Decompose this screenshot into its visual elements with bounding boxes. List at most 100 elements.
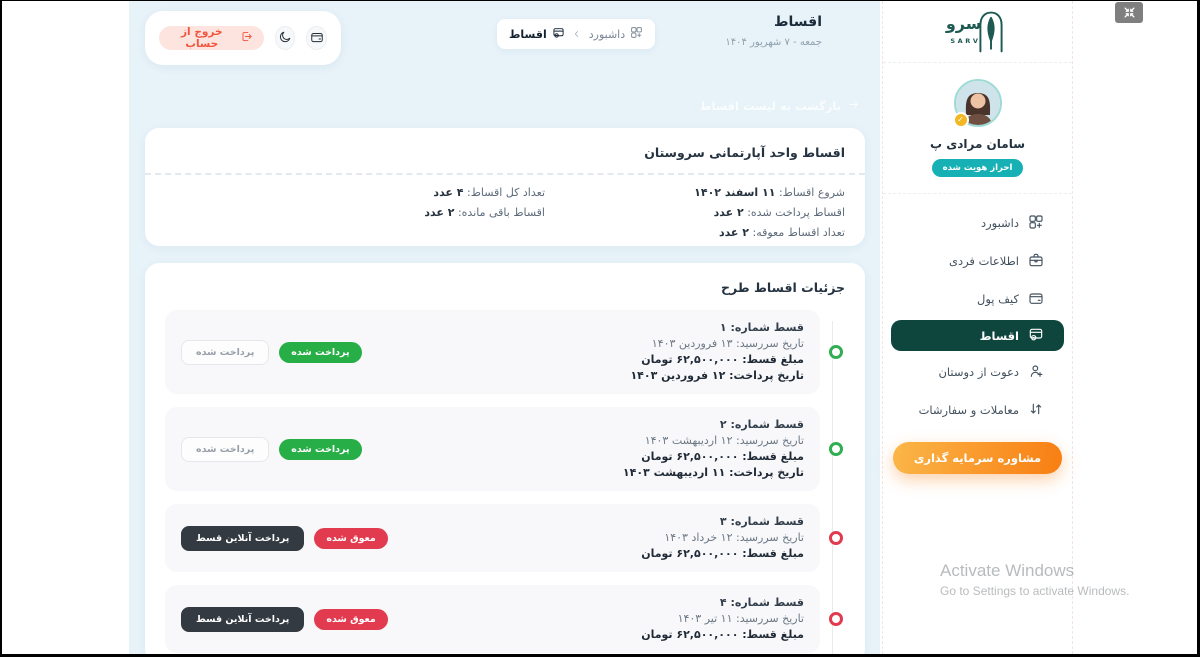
installment-number: قسط شماره: ۲ [719,418,804,431]
user-name: سامان مرادی پ [929,137,1026,151]
installments-list: قسط شماره: ۱ تاریخ سررسید: ۱۳ فروردین ۱۴… [145,308,865,653]
back-to-list-label: بازگشت به لیست اقساط [699,99,841,113]
sidebar-item-installments[interactable]: اقساط [891,320,1064,351]
sidebar-item-invite-friends[interactable]: دعوت از دوستان [883,355,1072,389]
page-title: اقساط [773,14,822,30]
installment-info: قسط شماره: ۴ تاریخ سررسید: ۱۱ تیر ۱۴۰۳ م… [641,595,804,643]
back-to-list-link[interactable]: بازگشت به لیست اقساط [700,98,860,114]
breadcrumb-dashboard[interactable]: داشبورد [589,26,643,42]
installment-amount: مبلغ قسط: ۶۲,۵۰۰,۰۰۰ تومان [641,547,804,560]
pay-online-button[interactable]: پرداخت آنلاین قسط [181,525,305,551]
wallet-icon [1028,290,1044,309]
installment-number: قسط شماره: ۴ [719,596,804,609]
dashboard-icon [1028,214,1044,233]
installments-icon [1028,326,1044,345]
installment-due-date: تاریخ سررسید: ۱۳ فروردین ۱۴۰۳ [651,337,804,350]
sidebar-item-transactions[interactable]: معاملات و سفارشات [883,393,1072,427]
installment-number: قسط شماره: ۱ [719,321,804,334]
installment-row: قسط شماره: ۲ تاریخ سررسید: ۱۲ اردیبهشت ۱… [165,407,843,491]
wallet-icon [310,30,324,47]
installment-actions: پرداخت شده پرداخت شده [181,339,362,365]
paid-button[interactable]: پرداخت شده [181,339,270,365]
installment-info: قسط شماره: ۳ تاریخ سررسید: ۱۲ خرداد ۱۴۰۳… [641,514,804,562]
installment-info: قسط شماره: ۲ تاریخ سررسید: ۱۲ اردیبهشت ۱… [623,417,804,481]
sidebar: سرو SARV ✓ سامان مرادی پ احراز هویت شده [882,1,1073,654]
installment-row: قسط شماره: ۴ تاریخ سررسید: ۱۱ تیر ۱۴۰۳ م… [165,585,843,653]
timeline-line [832,321,833,654]
summary-row: تعداد کل اقساط: ۴ عدد [433,186,545,199]
installment-actions: معوق شده پرداخت آنلاین قسط [181,525,388,551]
user-plus-icon [1028,363,1044,382]
collapse-arrows-icon[interactable] [1115,2,1143,23]
installments-icon [552,26,565,42]
status-badge: پرداخت شده [279,341,362,363]
timeline-marker-overdue [829,612,843,626]
identity-verified-badge: احراز هویت شده [931,159,1024,177]
summary-grid: شروع اقساط: ۱۱ اسفند ۱۴۰۲ اقساط پرداخت ش… [145,175,865,246]
briefcase-icon [1028,252,1044,271]
installment-due-date: تاریخ سررسید: ۱۲ اردیبهشت ۱۴۰۳ [644,434,804,447]
user-profile-section: ✓ سامان مرادی پ احراز هویت شده [883,63,1072,194]
wallet-shortcut-button[interactable] [306,26,327,50]
status-badge: معوق شده [314,608,388,630]
installments-details-card: جزئیات اقساط طرح قسط شماره: ۱ تاریخ سررس… [145,263,865,654]
logo-section: سرو SARV [883,1,1072,63]
page-header: اقساط جمعه - ۷ شهریور ۱۴۰۴ [725,14,822,48]
verified-check-icon: ✓ [952,112,969,128]
logout-icon [240,30,253,46]
sidebar-item-personal-info[interactable]: اطلاعات فردی [883,244,1072,278]
sidebar-item-label: کیف پول [976,292,1019,306]
installment-due-date: تاریخ سررسید: ۱۱ تیر ۱۴۰۳ [677,612,804,625]
paid-button[interactable]: پرداخت شده [181,436,270,462]
pay-online-button[interactable]: پرداخت آنلاین قسط [181,606,305,632]
installment-amount: مبلغ قسط: ۶۲,۵۰۰,۰۰۰ تومان [641,628,804,641]
summary-row: اقساط باقی مانده: ۲ عدد [424,206,545,219]
logo-text-en: SARV [950,36,981,45]
breadcrumb-current-label: اقساط [509,27,547,41]
chevron-left-icon [572,29,582,39]
sidebar-item-dashboard[interactable]: داشبورد [883,206,1072,240]
timeline-marker-overdue [829,531,843,545]
page-date: جمعه - ۷ شهریور ۱۴۰۴ [725,37,822,48]
installment-info: قسط شماره: ۱ تاریخ سررسید: ۱۳ فروردین ۱۴… [630,320,804,384]
installment-row: قسط شماره: ۱ تاریخ سررسید: ۱۳ فروردین ۱۴… [165,310,843,394]
header-toolbar: خروج از حساب [145,11,341,65]
dashboard-icon [630,26,643,42]
sidebar-item-wallet[interactable]: کیف پول [883,282,1072,316]
sidebar-item-label: داشبورد [980,216,1019,230]
avatar[interactable]: ✓ [952,79,1002,128]
sidebar-item-label: اقساط [979,328,1019,343]
installment-actions: پرداخت شده پرداخت شده [181,436,362,462]
logo-text-fa: سرو [945,13,982,33]
status-badge: معوق شده [314,527,388,549]
moon-icon [278,30,292,47]
sidebar-item-label: دعوت از دوستان [938,365,1019,379]
summary-column-right: شروع اقساط: ۱۱ اسفند ۱۴۰۲ اقساط پرداخت ش… [545,186,845,246]
breadcrumb-dashboard-label: داشبورد [588,27,626,41]
breadcrumb-current: اقساط [509,26,565,42]
transfer-arrows-icon [1028,401,1044,420]
summary-column-left: تعداد کل اقساط: ۴ عدد اقساط باقی مانده: … [424,186,545,246]
summary-row: اقساط پرداخت شده: ۲ عدد [713,206,845,219]
summary-card-title: اقساط واحد آپارتمانی سروستان [644,145,845,160]
installment-actions: معوق شده پرداخت آنلاین قسط [181,606,388,632]
logout-button[interactable]: خروج از حساب [159,26,264,50]
theme-toggle-button[interactable] [274,26,296,50]
logout-label: خروج از حساب [181,26,223,50]
timeline-marker-paid [829,345,843,359]
timeline-marker-paid [829,442,843,456]
investment-consult-button[interactable]: مشاوره سرمایه گذاری [893,442,1062,474]
installment-due-date: تاریخ سررسید: ۱۲ خرداد ۱۴۰۳ [664,531,804,544]
status-badge: پرداخت شده [279,438,362,460]
summary-row: شروع اقساط: ۱۱ اسفند ۱۴۰۲ [694,186,845,199]
summary-row: تعداد اقساط معوقه: ۲ عدد [718,226,845,239]
sidebar-item-label: معاملات و سفارشات [918,403,1019,417]
sarv-logo[interactable]: سرو SARV [940,7,1016,57]
installment-row: قسط شماره: ۳ تاریخ سررسید: ۱۲ خرداد ۱۴۰۳… [165,504,843,572]
installment-number: قسط شماره: ۳ [719,515,804,528]
dashed-divider [145,173,865,175]
installment-amount: مبلغ قسط: ۶۲,۵۰۰,۰۰۰ تومان [641,450,804,463]
installments-summary-card: اقساط واحد آپارتمانی سروستان شروع اقساط:… [145,128,865,246]
arrow-right-icon [847,98,860,114]
